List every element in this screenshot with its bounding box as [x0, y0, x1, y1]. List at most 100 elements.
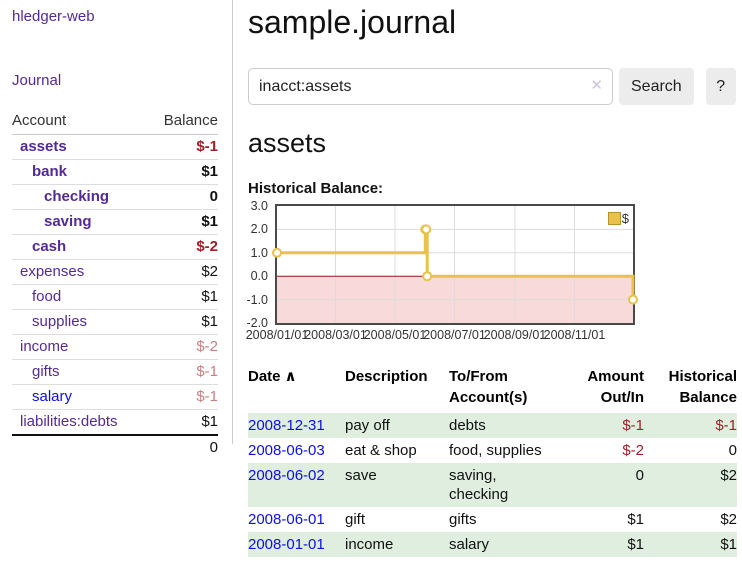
account-heading: assets [248, 128, 327, 158]
legend-swatch-icon [607, 212, 621, 225]
account-table-body: assets $-1 bank $1 checking 0 saving $1 cash $-2 e… [12, 134, 218, 460]
main-content: sample.journal ✕ Search ? assets Histori… [246, 0, 742, 557]
account-row: income $-2 [12, 334, 218, 360]
y-axis-tick-label: -2.0 [246, 316, 268, 330]
page-title: sample.journal [248, 4, 457, 40]
amount-column-header: Amount Out/In [587, 368, 644, 406]
balance-chart: $ 3.0 2.0 1.0 0.0 -1.0 -2.0 2008/01/01 2008/03… [246, 199, 742, 345]
account-row: saving $1 [12, 209, 218, 235]
search-box: ✕ [248, 68, 613, 105]
account-link[interactable]: supplies [32, 313, 88, 330]
search-input[interactable] [248, 68, 613, 105]
transaction-row: 2008-06-03 eat & shop food, supplies $-2 0 [248, 438, 737, 463]
account-balance: $1 [148, 209, 218, 235]
account-column-header: Account [12, 110, 149, 135]
transaction-row: 2008-01-01 income salary $1 $1 [248, 532, 737, 557]
transaction-date-link[interactable]: 2008-06-02 [248, 467, 325, 484]
account-link[interactable]: gifts [32, 363, 60, 380]
account-link[interactable]: salary [32, 388, 73, 405]
transaction-row: 2008-12-31 pay off debts $-1 $-1 [248, 413, 737, 438]
search-form: ✕ Search ? [248, 68, 742, 105]
register-table-body: 2008-12-31 pay off debts $-1 $-1 2008-06-03 ea… [248, 413, 737, 557]
account-table-header-row: Account Balance [12, 110, 218, 135]
x-axis-tick-label: 2008/11/01 [543, 328, 606, 342]
y-axis-tick-label: 3.0 [250, 199, 268, 213]
transaction-description: eat & shop [345, 442, 417, 459]
transaction-description: income [345, 536, 394, 553]
account-row: food $1 [12, 284, 218, 310]
chart-y-axis: 3.0 2.0 1.0 0.0 -1.0 -2.0 [240, 199, 270, 330]
account-link[interactable]: assets [20, 138, 67, 155]
account-row: cash $-2 [12, 234, 218, 260]
transaction-balance: $1 [720, 536, 737, 553]
sidebar: hledger-web Journal Account Balance asse… [0, 0, 233, 460]
transaction-balance: $-1 [715, 417, 737, 434]
account-row: expenses $2 [12, 259, 218, 285]
chart-canvas [272, 206, 638, 323]
y-axis-tick-label: 2.0 [250, 222, 268, 237]
y-axis-tick-label: -1.0 [246, 292, 268, 307]
chart-title: Historical Balance: [248, 180, 384, 197]
transaction-row: 2008-06-01 gift gifts $1 $2 [248, 507, 737, 532]
transaction-accounts: salary [449, 536, 490, 553]
clear-search-icon[interactable]: ✕ [590, 77, 603, 94]
account-balance: $2 [148, 259, 218, 285]
account-link[interactable]: food [32, 288, 62, 305]
account-link[interactable]: expenses [20, 263, 85, 280]
account-balance-table: Account Balance assets $-1 bank $1 checking 0… [12, 110, 218, 460]
transaction-amount: $1 [627, 536, 644, 553]
transaction-amount: $-2 [622, 442, 644, 459]
date-header-label: Date [248, 368, 281, 385]
help-button[interactable]: ? [705, 68, 736, 105]
date-column-header[interactable]: Date ∧ [248, 363, 345, 413]
transaction-accounts: food, supplies [449, 442, 542, 459]
account-balance: $1 [148, 284, 218, 310]
total-balance: 0 [148, 434, 218, 460]
account-row: assets $-1 [12, 134, 218, 160]
chart-x-axis: 2008/01/01 2008/03/01 2008/05/01 2008/07/01… [246, 328, 742, 344]
account-balance: 0 [148, 184, 218, 210]
account-row: checking 0 [12, 184, 218, 210]
balance-column-header: Historical Balance [668, 368, 737, 406]
chart-legend: $ [607, 211, 629, 226]
account-link[interactable]: liabilities:debts [20, 413, 118, 430]
transaction-balance: $2 [720, 511, 737, 528]
account-balance: $-1 [148, 359, 218, 385]
brand-link[interactable]: hledger-web [12, 8, 95, 25]
transaction-amount: $-1 [622, 417, 644, 434]
transaction-date-link[interactable]: 2008-12-31 [248, 417, 325, 434]
account-link[interactable]: income [20, 338, 69, 355]
transaction-description: save [345, 467, 377, 484]
account-row: liabilities:debts $1 [12, 409, 218, 436]
account-balance: $1 [148, 309, 218, 335]
transaction-date-link[interactable]: 2008-06-03 [248, 442, 325, 459]
description-column-header: Description [345, 368, 428, 385]
transaction-accounts: saving, checking [449, 467, 509, 503]
transaction-description: gift [345, 511, 366, 528]
account-row: gifts $-1 [12, 359, 218, 385]
transaction-amount: $1 [627, 511, 644, 528]
transaction-balance: $2 [720, 467, 737, 484]
x-axis-tick-label: 2008/05/01 [363, 328, 427, 342]
sidebar-item-journal[interactable]: Journal [12, 72, 62, 89]
y-axis-tick-label: 1.0 [250, 245, 268, 260]
transaction-date-link[interactable]: 2008-06-01 [248, 511, 325, 528]
balance-column-header: Balance [148, 110, 218, 135]
account-link[interactable]: bank [32, 163, 68, 180]
x-axis-tick-label: 2008/03/01 [304, 328, 367, 342]
register-table: Date ∧ Description To/From Account(s) Amo… [248, 363, 737, 557]
x-axis-tick-label: 2008/01/01 [245, 328, 309, 342]
account-balance: $1 [148, 159, 218, 185]
account-link[interactable]: saving [44, 213, 92, 230]
account-balance: $1 [148, 409, 218, 436]
account-link[interactable]: cash [32, 238, 67, 255]
transaction-date-link[interactable]: 2008-01-01 [248, 536, 325, 553]
search-button[interactable]: Search [619, 68, 694, 105]
account-balance: $-1 [148, 384, 218, 410]
account-link[interactable]: checking [44, 188, 110, 205]
account-balance: $-2 [148, 334, 218, 360]
sort-ascending-icon: ∧ [284, 368, 297, 385]
transaction-accounts: debts [449, 417, 486, 434]
transaction-description: pay off [345, 417, 390, 434]
